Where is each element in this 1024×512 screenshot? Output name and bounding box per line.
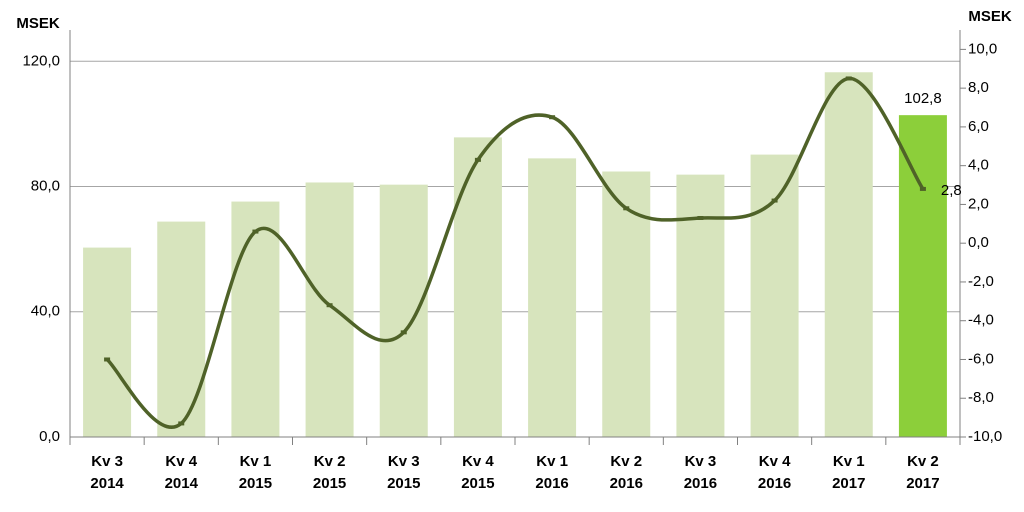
line-marker	[252, 229, 259, 234]
y-tick-label: 0,0	[39, 428, 60, 445]
line-marker	[400, 330, 407, 335]
bar	[379, 184, 428, 437]
y2-tick-label: 2,0	[968, 195, 989, 212]
bar	[750, 154, 799, 437]
x-tick-label: Kv 4 2016	[757, 453, 792, 492]
y-tick-label: 40,0	[31, 303, 60, 320]
line-marker	[178, 421, 185, 426]
y2-tick-label: 4,0	[968, 157, 989, 174]
y2-axis-title: MSEK	[968, 8, 1012, 25]
x-tick-label: Kv 1 2015	[238, 453, 273, 492]
x-tick-label: Kv 1 2016	[535, 453, 569, 492]
line-marker	[326, 303, 333, 308]
bar	[824, 72, 873, 437]
bar	[231, 201, 280, 437]
y2-tick-label: -8,0	[968, 389, 994, 406]
bar	[898, 115, 947, 437]
bar	[83, 247, 132, 437]
x-tick-label: Kv 3 2016	[683, 453, 718, 492]
line-marker	[104, 357, 111, 362]
line-marker	[474, 157, 481, 162]
x-tick-label: Kv 3 2015	[387, 453, 421, 492]
bar	[676, 174, 725, 437]
x-tick-label: Kv 2 2017	[906, 453, 940, 492]
bar	[602, 171, 651, 437]
y2-tick-label: 10,0	[968, 40, 997, 57]
y2-tick-label: -2,0	[968, 273, 994, 290]
y2-tick-label: -4,0	[968, 312, 994, 329]
line	[105, 76, 925, 429]
bar	[157, 221, 206, 437]
line-marker	[697, 215, 704, 220]
x-tick-label: Kv 4 2015	[461, 453, 495, 492]
bar	[453, 137, 502, 438]
y2-tick-label: 8,0	[968, 79, 989, 96]
y2-tick-label: -10,0	[968, 428, 1002, 445]
line-marker	[845, 76, 852, 81]
data-label: 2,8	[941, 182, 962, 199]
y2-tick-label: 6,0	[968, 118, 989, 135]
y-axis-title: MSEK	[16, 15, 60, 32]
line-marker	[623, 206, 630, 211]
y2-tick-label: 0,0	[968, 234, 989, 251]
x-tick-label: Kv 1 2017	[832, 453, 866, 492]
x-tick-label: Kv 3 2014	[90, 453, 124, 492]
x-tick-label: Kv 2 2015	[312, 453, 347, 492]
line-marker	[549, 115, 556, 120]
y2-tick-label: -6,0	[968, 350, 994, 367]
y-tick-label: 120,0	[22, 52, 60, 69]
line-marker	[919, 186, 926, 191]
line-marker	[771, 198, 778, 203]
x-tick-label: Kv 2 2016	[609, 453, 643, 492]
bar	[528, 158, 577, 437]
bar	[305, 182, 354, 437]
x-tick-label: Kv 4 2014	[164, 453, 198, 492]
data-label: 102,8	[904, 90, 942, 107]
y-tick-label: 80,0	[31, 178, 60, 195]
